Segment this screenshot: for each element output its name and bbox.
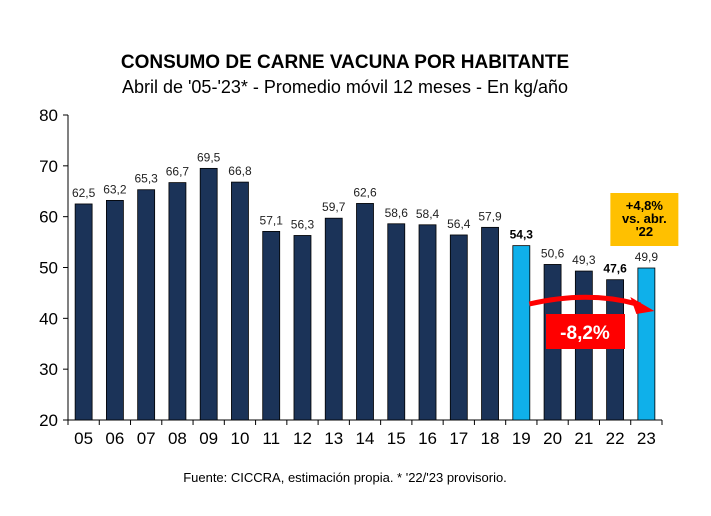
data-label-09: 69,5 [197,150,221,164]
data-label-22: 47,6 [603,262,627,276]
decline-arrow [528,294,642,308]
yoy-change-box [610,193,679,246]
data-label-05: 62,5 [72,186,96,200]
data-label-06: 63,2 [103,182,127,196]
data-label-16: 58,4 [416,207,440,221]
x-tick-label: 22 [606,429,625,448]
data-label-10: 66,8 [228,164,252,178]
data-label-19: 54,3 [510,228,534,242]
x-tick-label: 18 [481,429,500,448]
data-label-15: 58,6 [385,206,409,220]
data-label-21: 49,3 [572,253,596,267]
x-tick-label: 12 [293,429,312,448]
x-tick-label: 16 [418,429,437,448]
x-tick-label: 15 [387,429,406,448]
yoy-change-text: '22 [636,224,654,239]
yoy-change-text: vs. abr. [622,211,667,226]
bar-18 [481,226,499,421]
y-tick-label: 50 [39,259,58,278]
bar-13 [324,217,343,421]
data-label-17: 56,4 [447,217,471,231]
x-tick-label: 08 [168,429,187,448]
y-tick-label: 40 [39,309,58,328]
bar-12 [293,235,312,421]
y-tick-label: 80 [39,106,58,125]
x-tick-label: 13 [324,429,343,448]
bar-09 [199,167,218,421]
bar-16 [418,224,437,421]
chart-subtitle: Abril de '05-'23* - Promedio móvil 12 me… [122,77,568,97]
x-tick-label: 17 [449,429,468,448]
data-label-11: 57,1 [260,213,284,227]
bar-10 [231,181,249,421]
x-tick-label: 19 [512,429,531,448]
data-label-13: 59,7 [322,200,346,214]
data-label-18: 57,9 [478,209,502,223]
data-label-23: 49,9 [635,250,659,264]
bar-14 [356,203,374,421]
x-tick-label: 09 [199,429,218,448]
y-tick-label: 60 [39,208,58,227]
bar-19 [512,245,531,421]
bar-17 [449,234,468,421]
bar-06 [105,199,124,421]
data-label-07: 65,3 [134,172,158,186]
bar-05 [74,203,93,421]
bar-08 [168,182,187,421]
bar-07 [137,189,156,421]
x-tick-label: 10 [230,429,249,448]
x-tick-label: 21 [574,429,593,448]
x-tick-label: 06 [105,429,124,448]
x-tick-label: 07 [137,429,156,448]
data-label-20: 50,6 [541,246,565,260]
data-label-08: 66,7 [166,165,190,179]
data-label-14: 62,6 [353,185,377,199]
arrow-head-icon [630,297,655,314]
data-label-12: 56,3 [291,217,315,231]
x-tick-label: 05 [74,429,93,448]
yoy-change-text: +4,8% [626,198,664,213]
chart-title: CONSUMO DE CARNE VACUNA POR HABITANTE [121,52,569,73]
decline-box [546,314,625,349]
source-note: Fuente: CICCRA, estimación propia. * '22… [183,470,507,485]
y-tick-label: 70 [39,157,58,176]
decline-text: -8,2% [560,323,610,344]
bar-15 [387,223,406,421]
x-tick-label: 14 [356,429,375,448]
y-tick-label: 20 [39,411,58,430]
x-tick-label: 11 [262,429,280,448]
bar-11 [262,231,281,421]
bar-23 [637,267,656,421]
y-tick-label: 30 [39,360,58,379]
x-tick-label: 20 [543,429,562,448]
x-tick-label: 23 [637,429,656,448]
